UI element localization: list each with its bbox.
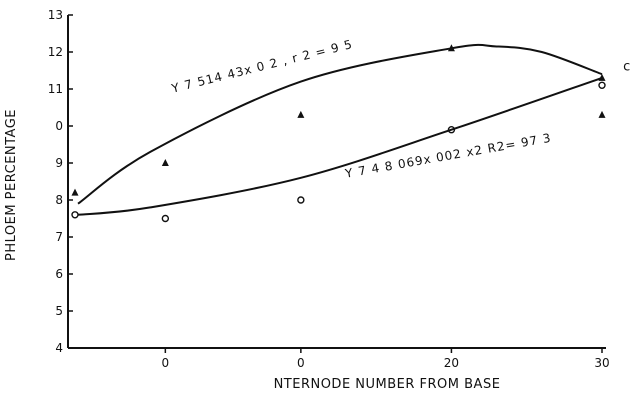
y-tick-label: 6: [55, 267, 63, 281]
y-tick-label: 7: [55, 230, 63, 244]
annotation-label: c t: [623, 60, 631, 75]
y-tick-label: 4: [55, 341, 63, 355]
circle-point: [71, 211, 79, 219]
x-tick-label: 0: [162, 356, 170, 370]
triangle-point: [598, 110, 606, 118]
axes: [67, 15, 606, 349]
x-ticks: 0 0 20 30: [162, 348, 610, 370]
fit-curve: [77, 43, 603, 205]
x-tick-label: 20: [444, 356, 459, 370]
circle-point: [161, 214, 170, 223]
x-tick-label: 30: [594, 356, 609, 370]
triangle-point: [447, 44, 455, 52]
y-tick-label: 13: [48, 8, 63, 22]
fit-curve: [77, 76, 603, 216]
circle-point: [447, 125, 456, 134]
data-points: [71, 44, 606, 223]
y-tick-label: 11: [48, 82, 63, 96]
y-axis-title: PHLOEM PERCENTAGE: [4, 109, 19, 261]
y-tick-label: 0: [55, 119, 63, 133]
triangle-point: [598, 73, 606, 81]
fit-curves: [77, 43, 603, 216]
x-axis-title: NTERNODE NUMBER FROM BASE: [274, 377, 501, 392]
y-tick-label: 12: [48, 45, 63, 59]
triangle-point: [71, 188, 79, 196]
circle-point: [297, 196, 305, 204]
annotation-label: Y 7 514 43x 0 2 , r 2 = 9 5: [169, 37, 354, 96]
y-tick-label: 5: [55, 304, 63, 318]
y-ticks: 4 5 6 7 8 9 0 11 12 13: [48, 8, 73, 355]
circle-point: [598, 81, 606, 90]
x-tick-label: 0: [297, 356, 305, 370]
y-tick-label: 9: [55, 156, 63, 170]
y-tick-label: 8: [55, 193, 63, 207]
triangle-point: [297, 110, 305, 118]
triangle-point: [161, 159, 169, 166]
